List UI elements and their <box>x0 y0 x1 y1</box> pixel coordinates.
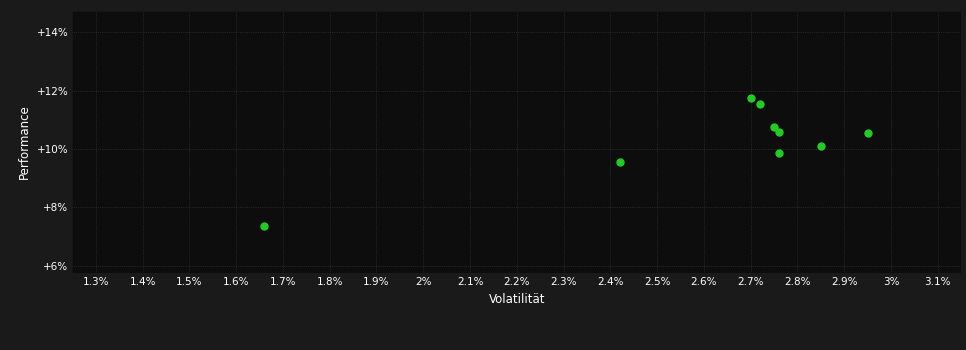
Point <box>257 224 272 229</box>
Point <box>771 150 786 156</box>
Point <box>753 101 768 107</box>
Point <box>771 129 786 134</box>
Point <box>766 124 781 130</box>
Y-axis label: Performance: Performance <box>18 104 31 179</box>
Point <box>612 159 628 165</box>
Point <box>860 130 875 136</box>
X-axis label: Volatilität: Volatilität <box>489 293 545 306</box>
Point <box>743 95 758 101</box>
Point <box>813 144 829 149</box>
